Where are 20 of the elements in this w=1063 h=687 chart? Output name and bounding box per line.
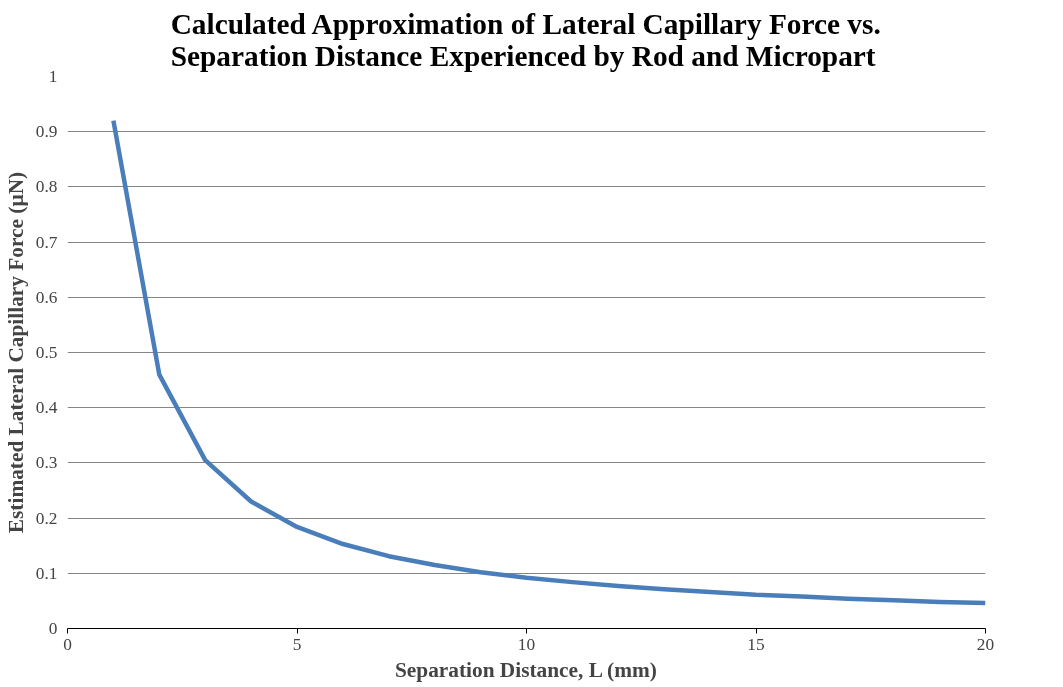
y-tick-label: 0.8 xyxy=(35,177,58,197)
x-tick-label: 5 xyxy=(292,634,302,654)
x-tick-label: 15 xyxy=(747,634,765,654)
chart-title: Calculated Approximation of Lateral Capillary Force vs. Separation Distance Experienced by Rod and Micropart xyxy=(170,7,881,72)
x-tick-label: 0 xyxy=(63,634,72,654)
x-tick-label: 10 xyxy=(517,634,536,654)
y-tick-label: 0.9 xyxy=(35,122,58,142)
y-tick-label: 0.3 xyxy=(35,453,58,473)
y-tick-label: 0.1 xyxy=(35,563,58,583)
y-tick-label: 0.4 xyxy=(35,398,58,418)
line-series xyxy=(111,118,986,606)
y-axis-title: Estimated Lateral Capillary Force (µN) xyxy=(3,171,28,534)
x-tick-label: 20 xyxy=(976,634,995,654)
y-tick-label: 0.2 xyxy=(35,508,58,528)
y-tick-label: 1 xyxy=(48,67,58,86)
x-axis-title: Separation Distance, L (mm) xyxy=(394,657,657,682)
y-tick-label: 0.5 xyxy=(35,343,58,362)
y-tick-label: 0.7 xyxy=(35,232,58,252)
y-tick-label: 0.6 xyxy=(35,287,58,307)
y-tick-label: 0 xyxy=(48,619,58,638)
